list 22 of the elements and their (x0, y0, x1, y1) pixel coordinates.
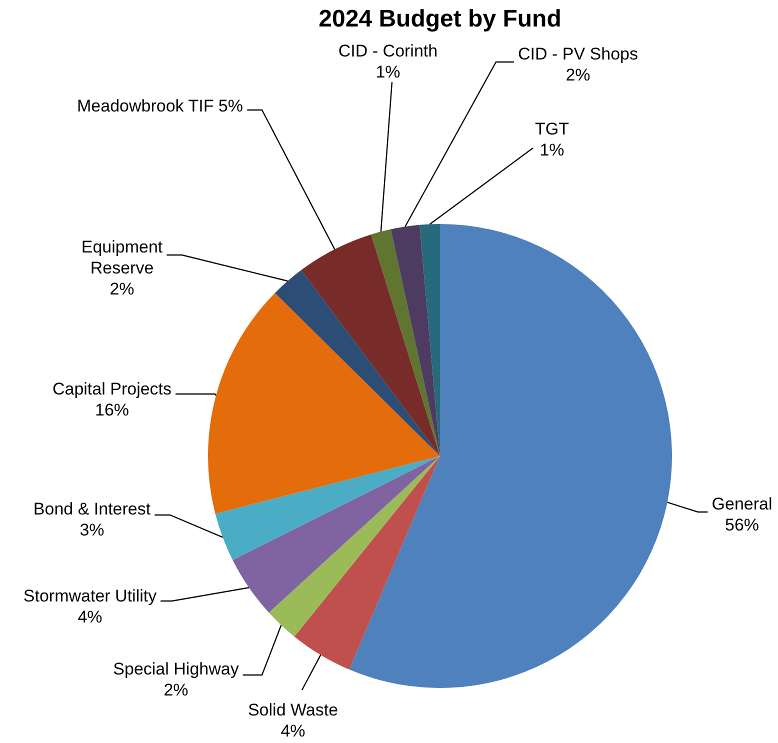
data-label: 4% (280, 722, 306, 741)
slice-label: General (712, 494, 772, 514)
data-label: 2% (566, 66, 590, 85)
slice-label: CID - PV Shops (518, 44, 638, 64)
chart-title: 2024 Budget by Fund (318, 6, 562, 33)
slice-label: Bond & Interest (33, 500, 151, 519)
data-label: 1% (376, 62, 400, 82)
data-label: 56% (724, 516, 760, 535)
data-label: 1% (540, 140, 564, 160)
slice-label: CID - Corinth (338, 42, 438, 61)
data-label: 2% (110, 280, 134, 299)
data-label: 16% (94, 400, 130, 420)
slice-label: Meadowbrook TIF 5% (77, 96, 243, 116)
slice-label: Special Highway (113, 660, 240, 679)
slice-label: Capital Projects (52, 380, 172, 399)
slice-label: Equipment Reserve (81, 238, 163, 278)
slice-label: Stormwater Utility (23, 586, 158, 606)
data-label: 3% (80, 520, 104, 540)
slice-label: TGT (535, 120, 569, 139)
slice-label: Solid Waste (248, 700, 338, 720)
data-label: 2% (164, 680, 188, 700)
data-label: 4% (78, 608, 102, 627)
